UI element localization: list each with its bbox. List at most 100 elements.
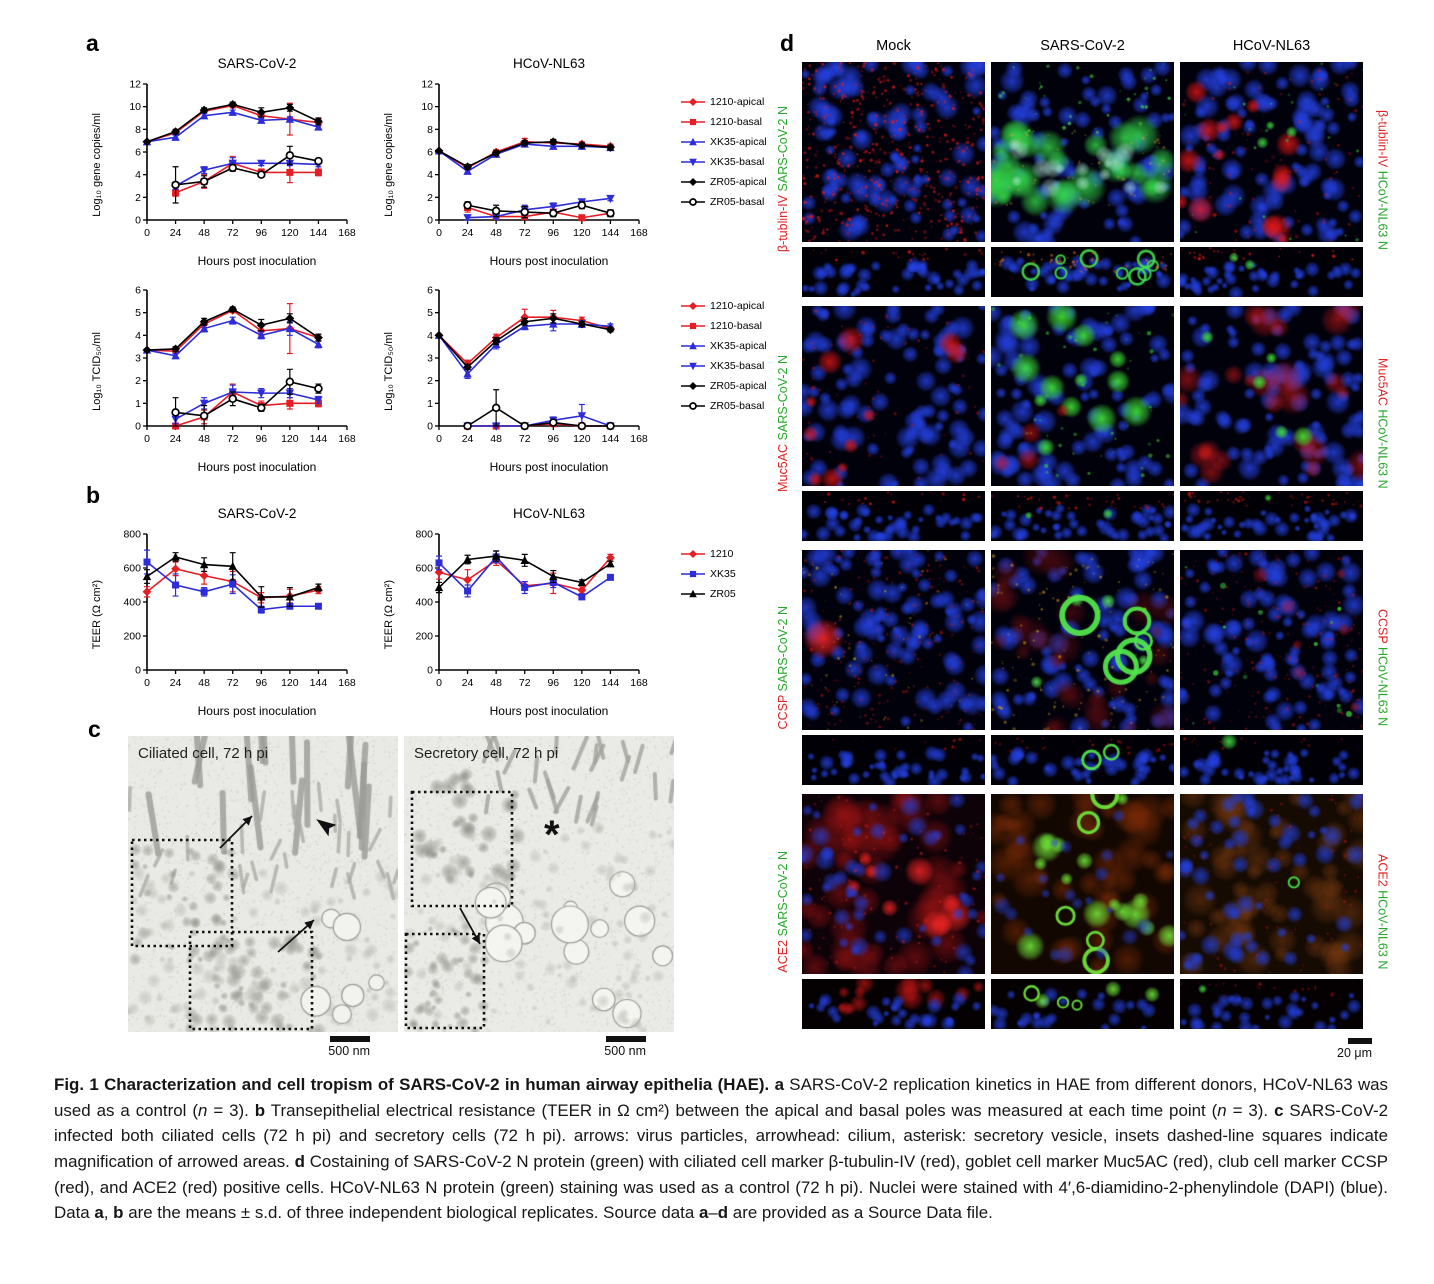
d-tile-r4-hcov-nl63-main (1180, 794, 1363, 974)
x-axis-label: Hours post inoculation (197, 254, 317, 268)
chart-title: SARS-CoV-2 (217, 506, 297, 521)
svg-text:1: 1 (135, 398, 141, 410)
legend-entry: 1210 (680, 544, 736, 564)
legend-entry: 1210-basal (680, 112, 767, 132)
svg-text:12: 12 (421, 79, 433, 91)
svg-text:4: 4 (427, 169, 433, 181)
d-column-header-mock: Mock (876, 38, 911, 54)
legend-marker-icon (681, 302, 705, 310)
scalebar-label: 20 μm (1337, 1046, 1372, 1060)
scalebar-bar (1348, 1038, 1372, 1044)
d-tile-r3-hcov-nl63-xz (1180, 735, 1363, 785)
svg-text:24: 24 (170, 677, 182, 689)
caption-bold-segment: Fig. 1 Characterization and cell tropism… (54, 1075, 775, 1094)
svg-text:96: 96 (255, 677, 267, 689)
caption-text-segment: Costaining of SARS-CoV-2 N protein (gree… (54, 1152, 1388, 1223)
svg-text:120: 120 (281, 433, 299, 445)
svg-text:144: 144 (310, 227, 328, 239)
legend-entry: 1210-basal (680, 316, 767, 336)
legend-marker-icon (681, 589, 705, 598)
svg-text:168: 168 (338, 677, 356, 689)
svg-text:4: 4 (135, 169, 141, 181)
svg-text:120: 120 (281, 677, 299, 689)
y-axis-label: TEER (Ω cm²) (383, 580, 395, 650)
panel-a: a SARS-CoV-2 Log₁₀ gene copies/ml 0 2 4 6 8 10 1… (50, 26, 770, 476)
chart-svg: 0 1 2 3 4 5 6 0 24 48 72 96 120 144 168 (427, 285, 648, 446)
panel-d-column-headers: Mock SARS-CoV-2 HCoV-NL63 (770, 38, 1418, 62)
svg-text:48: 48 (490, 227, 502, 239)
svg-text:24: 24 (462, 677, 474, 689)
legend-marker-icon (681, 98, 705, 106)
svg-text:48: 48 (198, 677, 210, 689)
svg-text:96: 96 (547, 227, 559, 239)
svg-text:800: 800 (415, 529, 433, 541)
svg-text:2: 2 (135, 375, 141, 387)
caption-text-segment: , (103, 1203, 114, 1223)
svg-text:1: 1 (427, 398, 433, 410)
d-column-header-hcov-nl63: HCoV-NL63 (1232, 38, 1311, 54)
svg-text:5: 5 (427, 307, 433, 319)
legend-label: ZR05-basal (710, 400, 765, 412)
x-axis-label: Hours post inoculation (489, 460, 609, 474)
legend-marker-icon (681, 118, 705, 126)
em-micrograph-canvas (404, 736, 674, 1032)
virus-n-label-green: SARS-CoV-2 N (775, 850, 790, 937)
caption-text-segment: are the means ± s.d. of three independen… (123, 1203, 699, 1223)
marker-name-red: β-tublin-IV (775, 191, 790, 253)
chart-legend: 1210-apical 1210-basal XK35-apical XK35-bas… (680, 296, 767, 416)
panel-d: d Mock SARS-CoV-2 HCoV-NL63 β-tublin-IV SA… (768, 26, 1418, 1060)
marker-name-red: ACE2 (1375, 853, 1390, 890)
d-row-label-left: Muc5AC SARS-CoV-2 N (770, 306, 796, 541)
panel-a-label: a (86, 30, 99, 56)
svg-text:200: 200 (123, 631, 141, 643)
panel-d-label: d (780, 30, 795, 56)
chart-svg: 0 1 2 3 4 5 6 0 24 48 72 96 120 144 168 (135, 285, 356, 446)
chart-plot-area: Log₁₀ gene copies/ml 0 2 4 6 8 10 12 0 24 48 72 96 12… (90, 76, 382, 254)
d-tile-r3-mock-xz (802, 735, 985, 785)
chart-title: HCoV-NL63 (512, 506, 586, 521)
virus-n-label-green: HCoV-NL63 N (1375, 646, 1390, 727)
virus-n-label-green: SARS-CoV-2 N (775, 355, 790, 441)
d-column-header-sars-cov-2: SARS-CoV-2 (1040, 38, 1125, 54)
svg-text:0: 0 (135, 421, 141, 433)
svg-text:0: 0 (427, 215, 433, 227)
d-tile-r3-sars-cov-2-xz (991, 735, 1174, 785)
asterisk-annotation: * (544, 813, 560, 857)
legend-marker-icon (681, 198, 705, 206)
d-tile-r4-mock-xz (802, 979, 985, 1029)
panel-b-label: b (86, 482, 101, 508)
svg-text:72: 72 (519, 227, 531, 239)
svg-text:0: 0 (427, 421, 433, 433)
d-tile-r3-sars-cov-2-main (991, 550, 1174, 730)
d-tile-r2-mock-xz (802, 491, 985, 541)
legend-marker-icon (681, 322, 705, 330)
legend-entry: ZR05-basal (680, 192, 767, 212)
x-axis-label: Hours post inoculation (197, 704, 317, 718)
em-image-title: Ciliated cell, 72 h pi (138, 745, 268, 762)
svg-text:400: 400 (415, 597, 433, 609)
svg-text:3: 3 (135, 353, 141, 365)
d-tile-r2-sars-cov-2-main (991, 306, 1174, 486)
virus-n-label-green: SARS-CoV-2 N (775, 605, 790, 692)
chart-plot-area: Log₁₀ TCID₅₀/ml 0 1 2 3 4 5 6 0 24 48 72 96 120 144 168 (382, 282, 674, 460)
d-tile-r1-sars-cov-2-xz (991, 247, 1174, 297)
caption-bold-segment: d (294, 1152, 305, 1172)
caption-italic-segment: n (197, 1100, 208, 1120)
em-image-ciliated: Ciliated cell, 72 h pi 500 nm (128, 736, 398, 1058)
svg-text:168: 168 (630, 677, 648, 689)
d-row-label-right: Muc5AC HCoV-NL63 N (1369, 306, 1395, 541)
d-tile-r2-hcov-nl63-xz (1180, 491, 1363, 541)
svg-text:0: 0 (427, 665, 433, 677)
svg-text:600: 600 (415, 563, 433, 575)
d-row-label-right: CCSP HCoV-NL63 N (1369, 550, 1395, 785)
em-image-secretory: Secretory cell, 72 h pi * 500 nm (404, 736, 674, 1058)
svg-text:600: 600 (123, 563, 141, 575)
d-tile-r1-sars-cov-2-main (991, 62, 1174, 242)
svg-text:72: 72 (227, 433, 239, 445)
svg-text:48: 48 (198, 433, 210, 445)
em-image-title: Secretory cell, 72 h pi (414, 745, 558, 762)
